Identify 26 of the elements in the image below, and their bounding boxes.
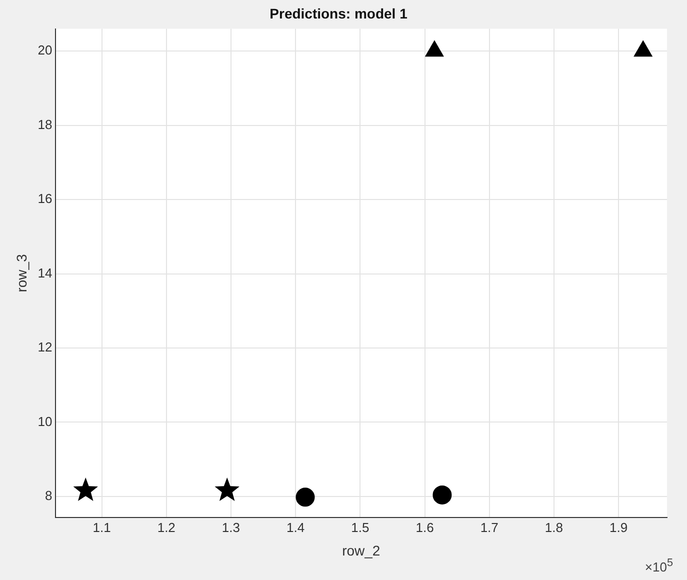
x-tick-label: 1.2 [157,520,176,535]
x-tick-label: 1.5 [351,520,370,535]
x-tick-label: 1.4 [286,520,305,535]
y-tick-label: 14 [38,265,52,280]
y-tick-label: 16 [38,191,52,206]
point [296,488,315,507]
x-tick-label: 1.6 [416,520,434,535]
y-tick-label: 20 [38,42,52,58]
point [214,478,240,502]
point [425,40,444,57]
y-tick-label: 18 [38,116,52,132]
point [432,485,452,504]
y-axis-title: row_3 [13,254,30,292]
y-tick-label: 8 [45,488,52,504]
y-tick-label: 12 [38,340,52,355]
point [634,40,652,57]
x-tick-label: 1.7 [480,520,498,535]
y-tick-label: 10 [38,414,52,429]
point [73,478,98,502]
chart-title: Predictions: model 1 [270,5,408,22]
text: ×10$^{5}$ [644,556,673,574]
x-tick-label: 1.9 [610,520,628,535]
x-tick-label: 1.8 [544,520,563,535]
x-axis-title: row_2 [342,542,380,558]
x-tick-label: 1.3 [222,520,240,535]
x-tick-label: 1.1 [92,520,111,535]
